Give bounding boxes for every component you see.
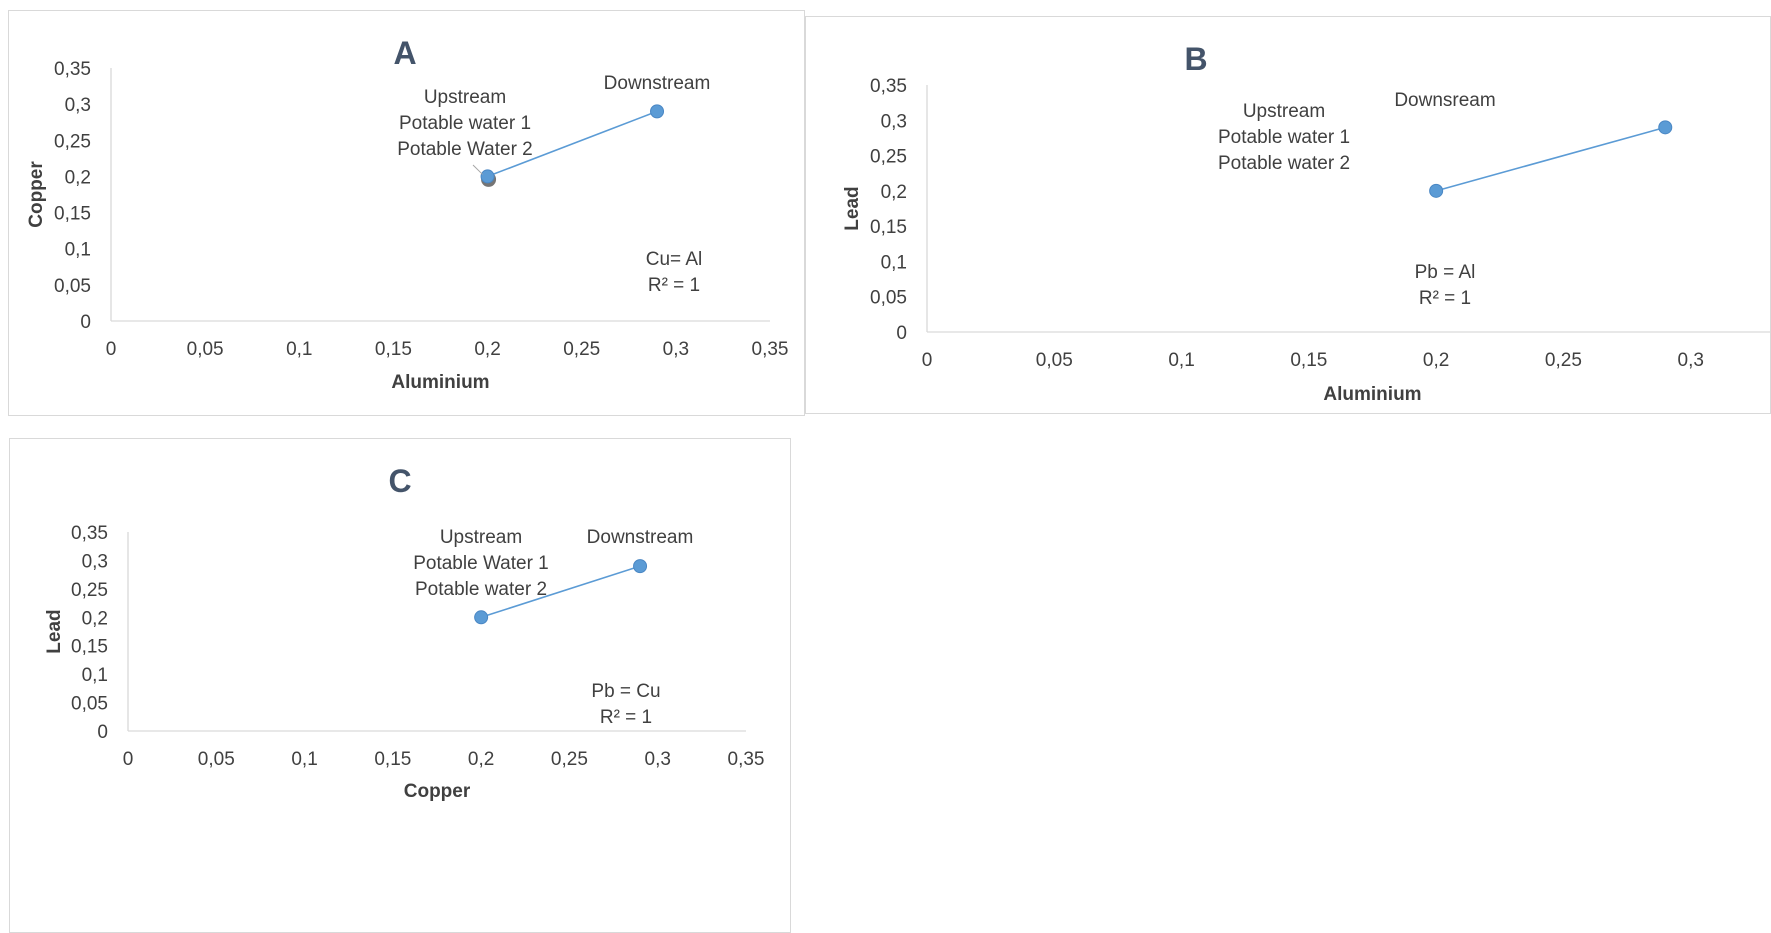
- data-label-upstream: Potable water 1: [1218, 127, 1350, 148]
- data-point: [650, 104, 665, 119]
- chart-c-svg: 0 0,05 0,1 0,15 0,2 0,25 0,3 0,35 0 0,05 0,1 0,15 0,…: [44, 463, 765, 802]
- y-tick-label: 0: [80, 312, 91, 333]
- trendline-r-squared: R² = 1: [600, 707, 652, 728]
- y-tick-label: 0,25: [870, 147, 907, 168]
- chart-title: B: [1184, 41, 1207, 77]
- y-tick-label: 0,15: [54, 204, 91, 225]
- x-tick-label: 0,05: [1036, 350, 1073, 371]
- data-label-upstream: Potable Water 1: [413, 553, 549, 574]
- data-label-upstream: Potable Water 2: [397, 139, 533, 160]
- data-label-upstream: Upstream: [424, 87, 506, 108]
- series-line: [487, 110, 658, 178]
- y-tick-label: 0,15: [870, 217, 907, 238]
- trendline-equation: Pb = Cu: [591, 681, 660, 702]
- x-tick-label: 0,1: [286, 339, 312, 360]
- x-tick-label: 0,2: [468, 749, 494, 770]
- y-tick-label: 0,35: [870, 76, 907, 97]
- x-tick-label: 0: [106, 339, 117, 360]
- y-tick-label: 0,15: [71, 637, 108, 658]
- x-tick-label: 0,35: [752, 339, 789, 360]
- x-tick-label: 0,3: [645, 749, 671, 770]
- series-line: [480, 565, 641, 619]
- data-label-upstream: Potable water 1: [399, 113, 531, 134]
- y-axis-title: Copper: [26, 161, 47, 228]
- x-tick-label: 0,15: [374, 749, 411, 770]
- trendline-equation: Pb = Al: [1415, 262, 1476, 283]
- y-tick-label: 0,1: [881, 252, 907, 273]
- y-tick-label: 0,1: [82, 665, 108, 686]
- y-tick-label: 0,25: [71, 580, 108, 601]
- y-tick-label: 0,25: [54, 131, 91, 152]
- y-axis-title: Lead: [842, 186, 863, 230]
- data-label-downstream: Downstream: [604, 73, 711, 94]
- x-tick-label: 0,35: [728, 749, 765, 770]
- y-tick-label: 0,3: [881, 111, 907, 132]
- x-tick-label: 0: [922, 350, 933, 371]
- y-tick-label: 0,2: [881, 182, 907, 203]
- x-tick-label: 0,15: [1290, 350, 1327, 371]
- chart-panel-c: 0 0,05 0,1 0,15 0,2 0,25 0,3 0,35 0 0,05 0,1 0,15 0,…: [9, 438, 791, 933]
- y-tick-label: 0,35: [71, 523, 108, 544]
- x-tick-label: 0,25: [563, 339, 600, 360]
- y-tick-label: 0,05: [870, 288, 907, 309]
- x-tick-label: 0,1: [291, 749, 317, 770]
- y-tick-label: 0,1: [65, 240, 91, 261]
- trendline-equation: Cu= Al: [646, 249, 703, 270]
- x-tick-label: 0,25: [1545, 350, 1582, 371]
- data-label-downstream: Downsream: [1394, 90, 1495, 111]
- y-tick-label: 0,05: [54, 276, 91, 297]
- data-point: [633, 559, 648, 574]
- y-tick-label: 0: [97, 722, 108, 743]
- x-tick-label: 0,2: [1423, 350, 1449, 371]
- data-point: [1429, 183, 1444, 198]
- x-tick-label: 0,25: [551, 749, 588, 770]
- data-label-leader-line: [472, 164, 483, 175]
- x-tick-label: 0,3: [1678, 350, 1704, 371]
- x-axis-title: Copper: [404, 781, 471, 802]
- x-tick-label: 0,3: [663, 339, 689, 360]
- y-tick-label: 0,05: [71, 694, 108, 715]
- chart-panel-b: 0 0,05 0,1 0,15 0,2 0,25 0,3 0,35 0 0,05 0,1 0,15 0,…: [805, 16, 1771, 414]
- y-tick-label: 0,2: [65, 167, 91, 188]
- y-tick-label: 0,2: [82, 608, 108, 629]
- x-tick-label: 0,05: [187, 339, 224, 360]
- x-tick-label: 0,2: [474, 339, 500, 360]
- x-tick-label: 0,1: [1168, 350, 1194, 371]
- data-point: [474, 610, 489, 625]
- data-label-upstream: Upstream: [440, 527, 522, 548]
- data-point: [1658, 120, 1673, 135]
- x-axis-title: Aluminium: [391, 372, 489, 393]
- chart-title: A: [393, 35, 416, 71]
- y-tick-label: 0,35: [54, 59, 91, 80]
- trendline-r-squared: R² = 1: [648, 275, 700, 296]
- chart-b-svg: 0 0,05 0,1 0,15 0,2 0,25 0,3 0,35 0 0,05 0,1 0,15 0,…: [842, 41, 1770, 405]
- data-label-upstream: Potable water 2: [1218, 153, 1350, 174]
- chart-a-svg: 0 0,05 0,1 0,15 0,2 0,25 0,3 0,35 0 0,05 0,1 0,15 0,…: [26, 35, 789, 393]
- series-line: [1435, 126, 1666, 192]
- data-label-upstream: Upstream: [1243, 101, 1325, 122]
- y-tick-label: 0,3: [65, 95, 91, 116]
- chart-panel-a: 0 0,05 0,1 0,15 0,2 0,25 0,3 0,35 0 0,05 0,1 0,15 0,…: [8, 10, 805, 416]
- chart-title: C: [388, 463, 411, 499]
- trendline-r-squared: R² = 1: [1419, 288, 1471, 309]
- x-tick-label: 0,15: [375, 339, 412, 360]
- data-point: [480, 169, 495, 184]
- x-tick-label: 0: [123, 749, 134, 770]
- y-tick-label: 0,3: [82, 551, 108, 572]
- x-axis-title: Aluminium: [1323, 384, 1421, 405]
- y-tick-label: 0: [896, 323, 907, 344]
- data-label-downstream: Downstream: [587, 527, 694, 548]
- x-tick-label: 0,05: [198, 749, 235, 770]
- data-label-upstream: Potable water 2: [415, 579, 547, 600]
- y-axis-title: Lead: [44, 609, 65, 653]
